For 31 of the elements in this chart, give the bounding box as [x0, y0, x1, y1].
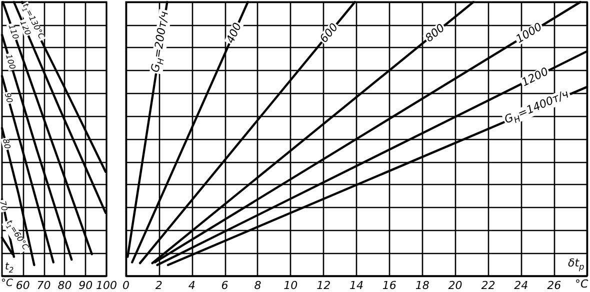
- x-tick-label: 8: [254, 279, 262, 292]
- x-tick-label: 24: [514, 279, 528, 292]
- x-tick-label: 12: [316, 279, 331, 292]
- x-tick-label: 16: [382, 279, 396, 292]
- x-tick-label: 80: [58, 279, 72, 292]
- text: 400: [224, 20, 244, 46]
- x-tick-label: 0: [122, 279, 130, 292]
- x-tick-label: 90: [78, 279, 93, 292]
- text: 800: [422, 22, 448, 45]
- text: °C: [574, 278, 590, 290]
- text: °C: [0, 278, 14, 289]
- text: 100: [4, 53, 18, 72]
- text: 80: [0, 136, 12, 151]
- text: 70: [0, 199, 10, 213]
- x-tick-label: 18: [415, 279, 430, 292]
- text: 110: [6, 22, 20, 42]
- text: 90: [2, 91, 14, 106]
- x-tick-label: 6: [221, 279, 228, 292]
- x-axis-title: δt$_{р}$: [567, 256, 586, 272]
- x-tick-label: 20: [448, 279, 462, 292]
- x-axis-title: t$_{2}$: [4, 261, 15, 274]
- x-tick-label: 22: [481, 279, 496, 292]
- x-tick-label: 60: [16, 279, 30, 292]
- x-tick-label: 14: [350, 279, 364, 292]
- text: 1200: [520, 64, 552, 90]
- x-tick-label: 10: [284, 279, 298, 292]
- x-tick-label: 4: [188, 279, 196, 292]
- x-tick-label: 100: [96, 279, 117, 292]
- x-tick-label: 2: [155, 279, 162, 292]
- x-tick-label: 26: [547, 279, 562, 292]
- x-tick-label: 70: [36, 279, 51, 292]
